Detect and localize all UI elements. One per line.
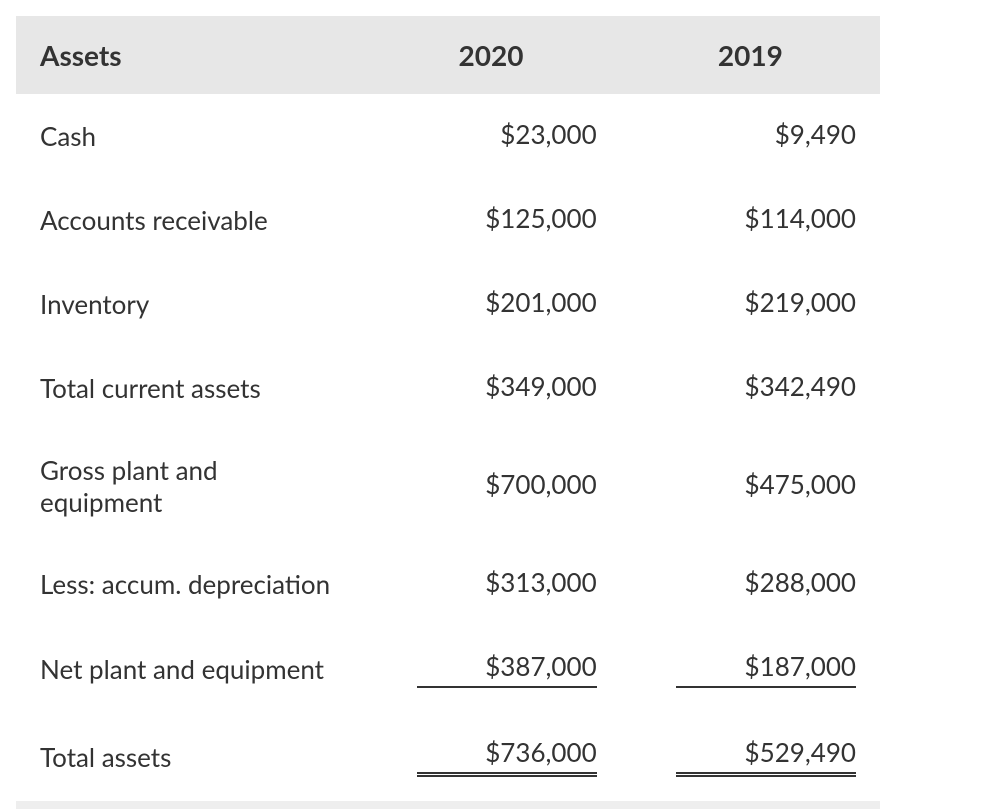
row-value-b: $187,000 xyxy=(621,626,880,712)
value-text: $114,000 xyxy=(676,202,856,238)
row-value-b: $219,000 xyxy=(621,262,880,346)
table-row: Total current assets $349,000 $342,490 xyxy=(16,346,880,430)
value-text: $529,490 xyxy=(676,736,856,777)
row-label: Net plant and equipment xyxy=(16,626,361,712)
value-text: $187,000 xyxy=(676,650,856,688)
value-text: $23,000 xyxy=(417,118,597,154)
header-year-b: 2019 xyxy=(621,16,880,94)
row-value-a: $387,000 xyxy=(361,626,620,712)
row-value-b: $9,490 xyxy=(621,94,880,178)
table-row: Gross plant and equipment $700,000 $475,… xyxy=(16,430,880,542)
table-row: Cash $23,000 $9,490 xyxy=(16,94,880,178)
value-text: $342,490 xyxy=(676,370,856,406)
row-value-a: $736,000 xyxy=(361,712,620,801)
value-text: $201,000 xyxy=(417,286,597,322)
row-value-a: $700,000 xyxy=(361,430,620,542)
table-row: Net plant and equipment $387,000 $187,00… xyxy=(16,626,880,712)
row-value-b: $114,000 xyxy=(621,178,880,262)
table-bottom-accent xyxy=(16,801,880,809)
row-label: Gross plant and equipment xyxy=(16,430,361,542)
row-value-b: $475,000 xyxy=(621,430,880,542)
row-value-a: $125,000 xyxy=(361,178,620,262)
assets-table: Assets 2020 2019 Cash $23,000 $9,490 Acc… xyxy=(16,16,880,801)
value-text: $349,000 xyxy=(417,370,597,406)
table-header-row: Assets 2020 2019 xyxy=(16,16,880,94)
table-row: Less: accum. depreciation $313,000 $288,… xyxy=(16,542,880,626)
table-row: Total assets $736,000 $529,490 xyxy=(16,712,880,801)
row-label: Inventory xyxy=(16,262,361,346)
value-text: $387,000 xyxy=(417,650,597,688)
header-label: Assets xyxy=(16,16,361,94)
row-value-a: $313,000 xyxy=(361,542,620,626)
value-text: $475,000 xyxy=(676,468,856,504)
row-label: Less: accum. depreciation xyxy=(16,542,361,626)
row-label: Accounts receivable xyxy=(16,178,361,262)
table-row: Inventory $201,000 $219,000 xyxy=(16,262,880,346)
row-label: Total current assets xyxy=(16,346,361,430)
value-text: $219,000 xyxy=(676,286,856,322)
row-value-a: $23,000 xyxy=(361,94,620,178)
row-value-b: $529,490 xyxy=(621,712,880,801)
value-text: $9,490 xyxy=(676,118,856,154)
value-text: $313,000 xyxy=(417,566,597,602)
row-value-b: $288,000 xyxy=(621,542,880,626)
row-label: Cash xyxy=(16,94,361,178)
row-value-a: $349,000 xyxy=(361,346,620,430)
table-row: Accounts receivable $125,000 $114,000 xyxy=(16,178,880,262)
value-text: $700,000 xyxy=(417,468,597,504)
value-text: $288,000 xyxy=(676,566,856,602)
row-value-a: $201,000 xyxy=(361,262,620,346)
value-text: $125,000 xyxy=(417,202,597,238)
row-label: Total assets xyxy=(16,712,361,801)
row-value-b: $342,490 xyxy=(621,346,880,430)
value-text: $736,000 xyxy=(417,736,597,777)
header-year-a: 2020 xyxy=(361,16,620,94)
